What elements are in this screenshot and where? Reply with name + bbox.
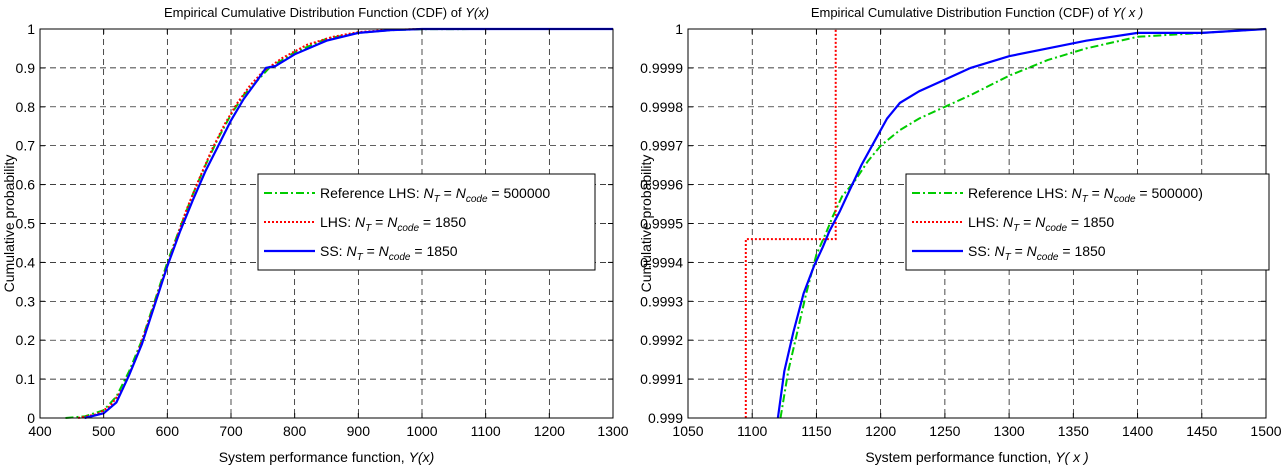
legend-label-1: Reference LHS: NT = Ncode = 500000 [320,185,550,205]
series-line-3 [776,27,1267,419]
x-tick-label: 600 [156,423,180,439]
y-tick-label: 0.5 [16,216,36,232]
x-tick-label: 1450 [1186,423,1217,439]
y-tick-label: 0.9991 [640,371,683,387]
y-tick-label: 0.9997 [640,138,683,154]
y-tick-label: 0.6 [16,177,36,193]
x-axis-label: System performance function, Y( x ) [865,449,1088,465]
x-tick-label: 1100 [471,423,501,439]
chart-2: 1050 1100 1150 1200 1250 1300 1350 1400 1450 1500… [638,5,1282,465]
x-tick-label: 1050 [672,423,703,439]
chart-1: 400 500 600 700 800 900 1000 1100 1200 1300 0 0.1 0.… [1,5,629,465]
x-tick-label: 700 [219,423,243,439]
x-tick-label: 1150 [801,423,831,439]
y-tick-label: 0.9 [16,60,36,76]
y-tick-label: 0.9995 [640,216,683,232]
series-line-2 [744,29,837,418]
x-tick-label: 1250 [929,423,960,439]
y-tick-label: 0.4 [16,254,36,270]
legend-label-2: LHS: NT = Ncode = 1850 [968,214,1114,234]
x-axis-label: System performance function, Y(x) [219,449,435,465]
y-tick-label: 0.7 [16,138,36,154]
y-axis-label: Cumulative probability [638,155,654,293]
series-line-3 [84,27,613,420]
x-tick-label: 900 [347,423,371,439]
y-tick-label: 0.999 [648,410,683,426]
legend-label-2: LHS: NT = Ncode = 1850 [320,214,466,234]
y-tick-label: 0.8 [16,99,36,115]
legend: Reference LHS: NT = Ncode = 500000) LHS: … [905,173,1270,271]
x-tick-label: 1400 [1122,423,1153,439]
legend-label-1: Reference LHS: NT = Ncode = 500000) [968,185,1203,205]
y-axis-label: Cumulative probability [1,155,17,293]
x-tick-label: 400 [28,423,52,439]
x-tick-label: 800 [283,423,307,439]
y-tick-label: 0.2 [16,332,36,348]
y-tick-label: 1 [27,21,35,37]
y-tick-label: 1 [675,21,683,37]
y-tick-label: 0.9996 [640,177,683,193]
y-tick-label: 0.9992 [640,332,683,348]
grid [40,29,613,418]
y-tick-label: 0.9993 [640,293,683,309]
y-tick-label: 0.9999 [640,60,683,76]
x-tick-label: 1300 [994,423,1025,439]
x-tick-label: 1000 [406,423,437,439]
legend-label-3: SS: NT = Ncode = 1850 [968,243,1106,263]
x-tick-label: 1200 [865,423,896,439]
y-tick-label: 0.1 [16,371,36,387]
x-tick-label: 1350 [1058,423,1089,439]
legend-label-3: SS: NT = Ncode = 1850 [320,243,458,263]
chart-title: Empirical Cumulative Distribution Functi… [164,5,489,20]
x-tick-label: 1100 [737,423,767,439]
x-tick-label: 1300 [597,423,628,439]
y-tick-label: 0.3 [16,293,36,309]
legend-box [257,173,596,271]
legend: Reference LHS: NT = Ncode = 500000 LHS: N… [257,173,596,271]
legend-box [905,173,1270,271]
y-tick-label: 0.9994 [640,254,683,270]
y-tick-label: 0 [27,410,35,426]
x-tick-label: 1200 [534,423,565,439]
chart-title: Empirical Cumulative Distribution Functi… [811,5,1143,20]
x-tick-label: 500 [92,423,116,439]
y-tick-label: 0.9998 [640,99,683,115]
x-tick-label: 1500 [1250,423,1281,439]
